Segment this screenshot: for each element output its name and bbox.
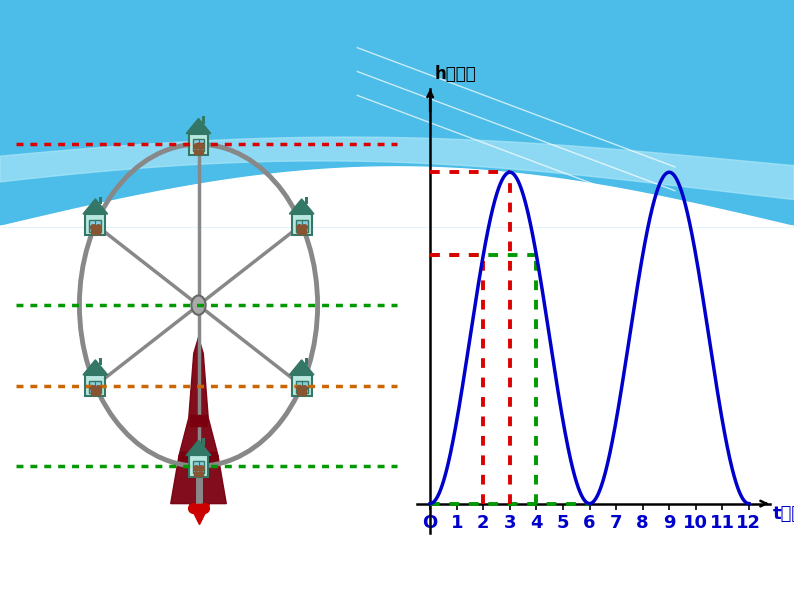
Bar <box>86 375 106 396</box>
Bar <box>98 358 102 365</box>
Bar <box>90 220 102 232</box>
Bar <box>291 214 311 235</box>
Polygon shape <box>186 440 210 455</box>
Polygon shape <box>190 415 207 426</box>
Polygon shape <box>186 119 210 134</box>
Bar <box>305 358 308 365</box>
Bar <box>295 381 307 393</box>
Polygon shape <box>171 337 226 504</box>
Bar <box>295 220 307 232</box>
Text: h（米）: h（米） <box>435 65 476 83</box>
Bar <box>0 0 794 226</box>
Bar <box>189 134 208 155</box>
Polygon shape <box>289 199 314 214</box>
Bar <box>90 381 102 393</box>
Bar <box>202 116 205 124</box>
Bar <box>86 214 106 235</box>
Polygon shape <box>83 360 108 375</box>
Polygon shape <box>83 199 108 214</box>
Polygon shape <box>289 360 314 375</box>
Bar <box>291 375 311 396</box>
Bar <box>98 197 102 204</box>
Bar <box>202 438 205 446</box>
Circle shape <box>191 296 206 315</box>
Text: t（分）: t（分） <box>773 505 794 523</box>
Bar <box>192 461 204 473</box>
Bar <box>305 197 308 204</box>
Bar <box>189 455 208 477</box>
Bar <box>192 139 204 151</box>
Polygon shape <box>181 452 216 464</box>
